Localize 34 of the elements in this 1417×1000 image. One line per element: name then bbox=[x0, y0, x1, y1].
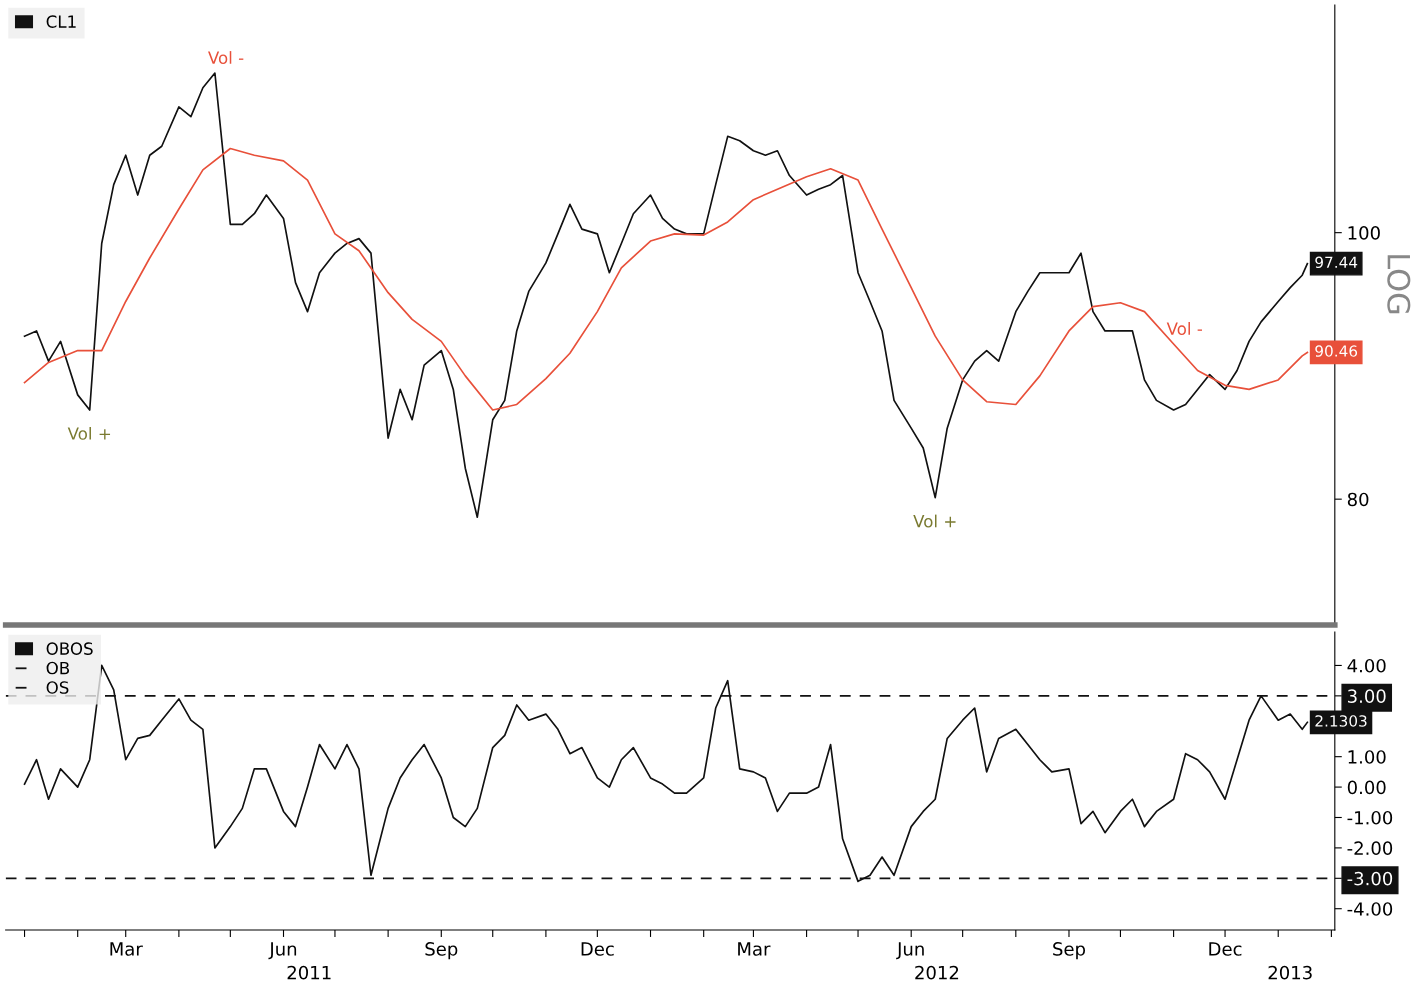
text: LOG bbox=[1387, 255, 1411, 314]
data-label: 97.44 bbox=[1315, 256, 1358, 269]
x-tick-label: Dec bbox=[1209, 942, 1242, 956]
x-tick-label: Sep bbox=[425, 942, 458, 960]
y-tick-label: -2.00 bbox=[1347, 841, 1393, 856]
y-tick-label: -1.00 bbox=[1347, 810, 1393, 825]
x-tick-label: Jun bbox=[268, 942, 297, 960]
y-tick-label: 1.00 bbox=[1348, 750, 1386, 764]
y-tick-label: -3.00 bbox=[1347, 871, 1393, 886]
annotation: Vol - bbox=[1166, 322, 1203, 335]
x2-tick-label: 2013 bbox=[1268, 965, 1312, 980]
x2-tick-label: 2012 bbox=[915, 965, 959, 980]
y-tick-label: 100 bbox=[1348, 226, 1380, 240]
y-tick-label: -4.00 bbox=[1347, 902, 1393, 916]
annotation: Vol + bbox=[67, 426, 111, 440]
y-tick-label: 3.00 bbox=[1348, 689, 1386, 703]
x-tick-label: Dec bbox=[581, 942, 614, 956]
data-label: 90.46 bbox=[1315, 345, 1358, 357]
x2-tick-label: 2011 bbox=[287, 965, 331, 980]
y-tick-label: 4.00 bbox=[1347, 658, 1386, 673]
x-tick-label: Sep bbox=[1053, 942, 1086, 960]
annotation: Vol + bbox=[913, 514, 956, 528]
data-label: 2.1303 bbox=[1315, 715, 1367, 727]
x-tick-label: Mar bbox=[110, 942, 143, 956]
legend-label: OBOS bbox=[46, 642, 93, 655]
legend-label: OS bbox=[46, 681, 69, 694]
y-tick-label: 80 bbox=[1347, 492, 1369, 507]
x-tick-label: Mar bbox=[738, 942, 771, 956]
x-tick-label: Jun bbox=[896, 942, 924, 960]
annotation: Vol - bbox=[208, 51, 244, 64]
legend-label: CL1 bbox=[46, 15, 76, 28]
legend-label: OB bbox=[46, 661, 70, 675]
line-series bbox=[23, 147, 1309, 411]
y-tick-label: 0.00 bbox=[1347, 780, 1386, 795]
